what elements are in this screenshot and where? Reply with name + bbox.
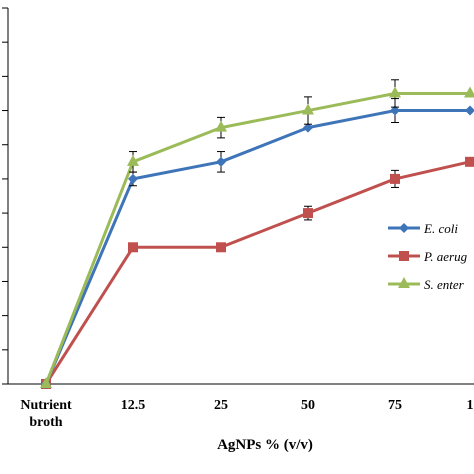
x-tick-label-line: broth	[29, 415, 62, 430]
legend-item: S. enter	[388, 277, 465, 292]
legend-marker	[398, 277, 410, 288]
data-point	[216, 242, 226, 253]
legend-item: P. aerug	[388, 249, 468, 264]
x-tick-label: 50	[301, 398, 315, 413]
data-point	[303, 208, 313, 219]
data-point	[464, 86, 474, 98]
data-point	[390, 105, 400, 116]
data-point	[302, 103, 314, 115]
series-layer	[40, 79, 474, 389]
series-square	[41, 156, 474, 389]
legend-label: P. aerug	[423, 249, 468, 264]
series-diamond	[41, 98, 474, 389]
data-point	[128, 173, 138, 184]
x-tick-label: Nutrient broth	[20, 398, 72, 430]
data-point	[40, 377, 52, 388]
data-point	[389, 86, 401, 98]
x-tick-label-line: Nutrient	[20, 398, 72, 413]
y-axis	[2, 7, 9, 385]
series-line	[44, 91, 470, 385]
legend-label: S. enter	[424, 277, 465, 292]
data-point	[216, 156, 226, 167]
x-tick-label: 12.5	[121, 398, 146, 413]
legend-marker	[399, 223, 409, 233]
x-tick-label: 25	[214, 398, 228, 413]
data-point	[215, 120, 227, 132]
x-axis-title: AgNPs % (v/v)	[217, 437, 313, 453]
series-triangle	[40, 79, 474, 388]
legend-marker	[399, 251, 409, 261]
data-point	[127, 154, 139, 166]
legend-item: E. coli	[388, 221, 458, 236]
data-point	[128, 242, 138, 253]
legend-label: E. coli	[423, 221, 458, 236]
data-point	[390, 173, 400, 184]
series-line	[44, 109, 470, 385]
data-point	[465, 156, 474, 167]
x-tick-label: 1	[467, 398, 474, 413]
legend: E. coli P. aerug S. enter	[388, 221, 468, 292]
data-point	[465, 105, 474, 116]
x-axis: Nutrient broth 12.5 25 50 75 1	[8, 383, 474, 430]
x-tick-label: 75	[388, 398, 402, 413]
series-line	[44, 160, 471, 385]
data-point	[303, 122, 313, 133]
